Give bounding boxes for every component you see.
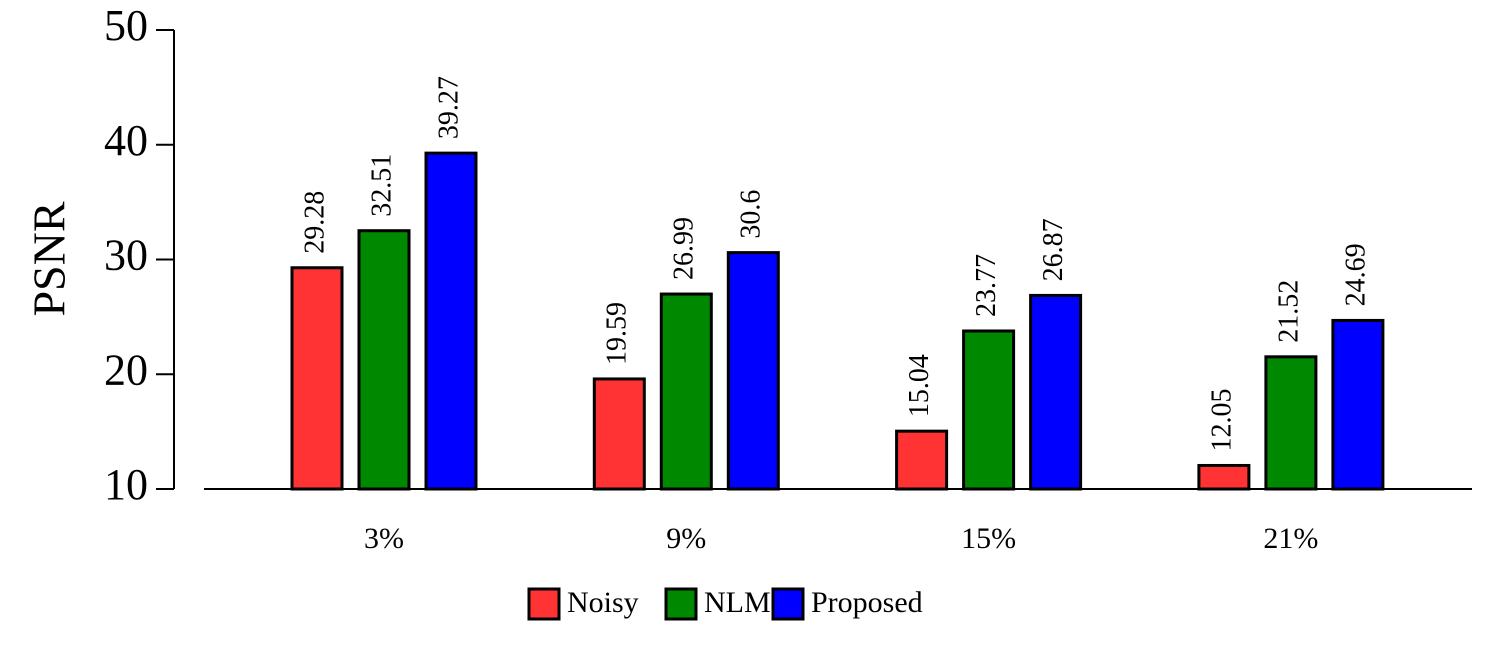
- value-label: 15.04: [904, 354, 935, 417]
- y-tick-label: 50: [104, 1, 148, 50]
- x-tick-label: 9%: [666, 522, 706, 555]
- x-tick-label: 21%: [1263, 522, 1318, 555]
- value-label: 24.69: [1340, 243, 1371, 306]
- value-label: 12.05: [1206, 388, 1237, 451]
- bar: [726, 251, 780, 491]
- value-label: 26.99: [669, 217, 700, 280]
- legend-swatch: [664, 587, 698, 621]
- value-label: 30.6: [736, 190, 767, 239]
- x-tick-label: 3%: [364, 522, 404, 555]
- y-tick-label: 40: [104, 116, 148, 165]
- bar: [895, 429, 949, 491]
- legend-label: Proposed: [811, 586, 923, 619]
- value-label: 23.77: [971, 254, 1002, 317]
- bar: [1197, 463, 1251, 491]
- bar: [424, 151, 478, 491]
- bar: [1029, 293, 1083, 491]
- bar: [962, 329, 1016, 491]
- y-tick-label: 30: [104, 231, 148, 280]
- y-tick-label: 10: [104, 460, 148, 509]
- legend-swatch: [527, 587, 561, 621]
- legend-swatch: [771, 587, 805, 621]
- value-label: 39.27: [433, 76, 464, 139]
- value-label: 26.87: [1038, 218, 1069, 281]
- y-axis-label: PSNR: [24, 201, 75, 316]
- legend-label: NLM: [704, 586, 771, 619]
- bar: [357, 229, 411, 491]
- value-label: 32.51: [366, 154, 397, 217]
- bar: [1264, 355, 1318, 491]
- bar: [290, 266, 344, 491]
- value-label: 29.28: [299, 191, 330, 254]
- y-tick-label: 20: [104, 345, 148, 394]
- legend-label: Noisy: [567, 586, 639, 619]
- bar: [1331, 318, 1385, 491]
- bar: [592, 377, 646, 491]
- value-label: 19.59: [602, 302, 633, 365]
- value-label: 21.52: [1273, 280, 1304, 343]
- bar: [659, 292, 713, 491]
- x-tick-label: 15%: [961, 522, 1016, 555]
